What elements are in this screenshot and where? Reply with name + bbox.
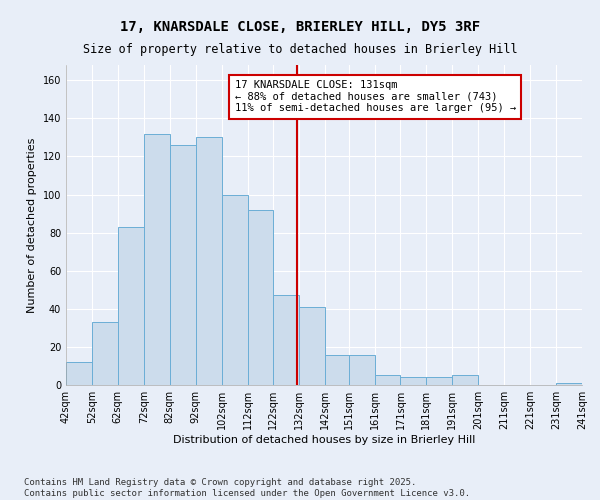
Bar bbox=[144, 134, 170, 385]
Bar bbox=[400, 378, 427, 385]
Bar bbox=[248, 210, 274, 385]
Bar bbox=[221, 194, 248, 385]
Bar bbox=[274, 296, 299, 385]
Bar bbox=[299, 307, 325, 385]
Bar bbox=[374, 376, 400, 385]
Bar bbox=[170, 145, 196, 385]
Bar bbox=[452, 376, 478, 385]
Bar bbox=[349, 354, 374, 385]
X-axis label: Distribution of detached houses by size in Brierley Hill: Distribution of detached houses by size … bbox=[173, 435, 475, 445]
Bar bbox=[118, 227, 144, 385]
Bar bbox=[427, 378, 452, 385]
Text: Size of property relative to detached houses in Brierley Hill: Size of property relative to detached ho… bbox=[83, 42, 517, 56]
Bar bbox=[556, 383, 582, 385]
Bar bbox=[92, 322, 118, 385]
Text: Contains HM Land Registry data © Crown copyright and database right 2025.
Contai: Contains HM Land Registry data © Crown c… bbox=[24, 478, 470, 498]
Bar bbox=[66, 362, 92, 385]
Y-axis label: Number of detached properties: Number of detached properties bbox=[27, 138, 37, 312]
Bar bbox=[196, 138, 221, 385]
Text: 17 KNARSDALE CLOSE: 131sqm
← 88% of detached houses are smaller (743)
11% of sem: 17 KNARSDALE CLOSE: 131sqm ← 88% of deta… bbox=[235, 80, 516, 114]
Bar bbox=[325, 354, 351, 385]
Text: 17, KNARSDALE CLOSE, BRIERLEY HILL, DY5 3RF: 17, KNARSDALE CLOSE, BRIERLEY HILL, DY5 … bbox=[120, 20, 480, 34]
